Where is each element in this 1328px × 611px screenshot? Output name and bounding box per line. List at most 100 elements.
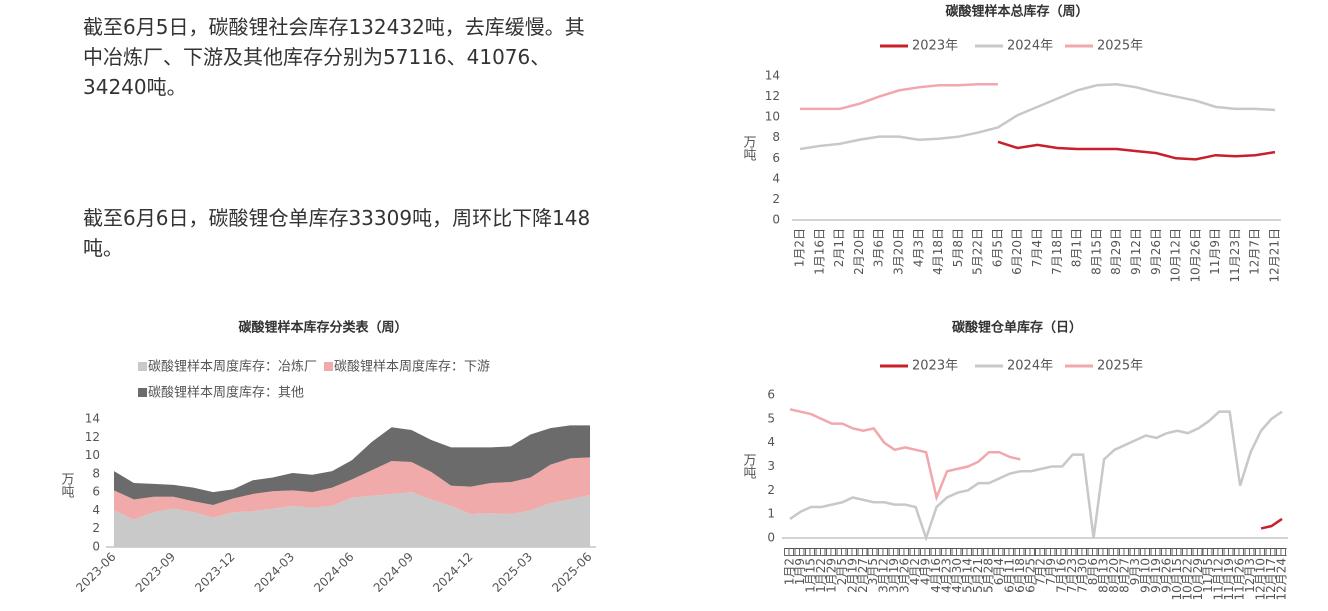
y-tick-label: 14 [765, 69, 780, 83]
x-tick-label: 3月26日 [898, 546, 912, 593]
legend-label: 2023年 [912, 359, 958, 374]
x-tick-label: 9月3日 [1128, 546, 1142, 585]
x-tick-label: 2023-09 [133, 550, 178, 595]
x-tick-label: 4月16日 [929, 546, 943, 593]
x-tick-label: 8月29日 [1109, 228, 1123, 275]
x-tick-label: 6月4日 [992, 546, 1006, 585]
x-tick-label: 8月13日 [1097, 546, 1111, 593]
x-tick-label: 8月15日 [1089, 228, 1103, 275]
x-tick-label: 7月18日 [1050, 228, 1064, 275]
y-axis-label: 万吨 [741, 135, 757, 161]
x-tick-label: 4月2日 [908, 546, 922, 585]
x-tick-label: 11月5日 [1201, 546, 1215, 593]
x-tick-label: 12月24日 [1275, 546, 1289, 601]
x-tick-label: 11月26日 [1233, 546, 1247, 601]
y-tick-label: 0 [772, 213, 780, 227]
x-tick-label: 4月30日 [950, 546, 964, 593]
x-tick-label: 3月20日 [891, 228, 905, 275]
x-tick-label: 2月27日 [856, 546, 870, 593]
x-tick-label: 9月26日 [1159, 546, 1173, 593]
x-tick-label: 2月20日 [852, 228, 866, 275]
x-tick-label: 11月23日 [1228, 228, 1242, 283]
x-tick-label: 1月2日 [783, 546, 797, 585]
y-tick-label: 0 [92, 540, 100, 554]
paragraph: 截至6月6日，碳酸锂仓单库存33309吨，周环比下降148吨。 [83, 206, 591, 260]
x-tick-label: 6月20日 [1010, 228, 1024, 275]
x-tick-label: 12月3日 [1243, 546, 1257, 593]
y-tick-label: 2 [767, 483, 775, 497]
x-tick-label: 9月19日 [1149, 546, 1163, 593]
area-series [114, 457, 590, 520]
y-tick-label: 14 [85, 412, 100, 426]
line-series [800, 82, 998, 111]
x-tick-label: 1月15日 [803, 546, 817, 593]
y-tick-label: 8 [92, 466, 100, 480]
x-tick-label: 11月19日 [1222, 546, 1236, 601]
legend-label: 2024年 [1007, 359, 1053, 374]
x-tick-label: 2023-06 [73, 550, 118, 595]
x-tick-label: 1月29日 [824, 546, 838, 593]
x-tick-label: 10月29日 [1191, 546, 1205, 601]
x-tick-label: 8月20日 [1107, 546, 1121, 593]
y-tick-label: 5 [767, 411, 775, 425]
x-tick-label: 7月9日 [1044, 546, 1058, 585]
x-tick-label: 7月4日 [1030, 228, 1044, 267]
x-tick-label: 10月12日 [1169, 228, 1183, 283]
x-tick-label: 7月16日 [1055, 546, 1069, 593]
x-tick-label: 4月23日 [940, 546, 954, 593]
x-tick-label: 6月11日 [1002, 546, 1016, 593]
legend-label: 碳酸锂样本周度库存：其他 [148, 385, 304, 401]
x-tick-label: 2025-03 [490, 550, 535, 595]
chart-title: 碳酸锂样本库存分类表（周） [238, 320, 407, 336]
x-tick-label: 2月19日 [845, 546, 859, 593]
x-tick-label: 1月9日 [793, 546, 807, 585]
x-tick-label: 2023-12 [192, 550, 237, 595]
x-tick-label: 6月5日 [990, 228, 1004, 267]
x-tick-label: 2024-09 [371, 550, 416, 595]
y-tick-label: 10 [765, 110, 780, 124]
y-tick-label: 3 [767, 459, 775, 473]
chart-title: 碳酸锂仓单库存（日） [952, 320, 1082, 336]
y-tick-label: 0 [767, 531, 775, 545]
x-tick-label: 8月6日 [1086, 546, 1100, 585]
x-tick-label: 8月1日 [1070, 228, 1084, 267]
x-tick-label: 7月23日 [1065, 546, 1079, 593]
x-tick-label: 5月28日 [981, 546, 995, 593]
paragraph: 截至6月5日，碳酸锂社会库存132432吨，去库缓慢。其中冶炼厂、下游及其他库存… [83, 15, 585, 99]
y-tick-label: 10 [85, 448, 100, 462]
x-tick-label: 10月15日 [1170, 546, 1184, 601]
line-series [1260, 517, 1283, 530]
x-tick-label: 1月22日 [814, 546, 828, 593]
x-tick-label: 7月2日 [1034, 546, 1048, 585]
chart-title: 碳酸锂样本总库存（周） [945, 4, 1088, 20]
x-tick-label: 2024-12 [430, 550, 475, 595]
x-tick-label: 10月22日 [1180, 546, 1194, 601]
y-tick-label: 4 [772, 171, 780, 185]
y-tick-label: 6 [92, 485, 100, 499]
x-tick-label: 9月10日 [1138, 546, 1152, 593]
legend-swatch [138, 388, 147, 397]
x-tick-label: 1月16日 [812, 228, 826, 275]
y-tick-label: 8 [772, 130, 780, 144]
x-tick-label: 5月8日 [951, 228, 965, 267]
area-series [114, 425, 590, 505]
y-tick-label: 4 [92, 503, 100, 517]
y-tick-label: 2 [92, 521, 100, 535]
x-tick-label: 4月9日 [919, 546, 933, 585]
legend-label: 2025年 [1097, 39, 1143, 54]
x-tick-label: 6月25日 [1023, 546, 1037, 593]
area-series [114, 492, 590, 547]
x-tick-label: 9月12日 [1129, 228, 1143, 275]
y-tick-label: 2 [772, 192, 780, 206]
legend-swatch [324, 362, 333, 371]
legend-label: 2024年 [1007, 39, 1053, 54]
y-tick-label: 4 [767, 435, 775, 449]
y-tick-label: 1 [767, 507, 775, 521]
x-tick-label: 5月14日 [960, 546, 974, 593]
x-tick-label: 12月10日 [1254, 546, 1268, 601]
x-tick-label: 3月5日 [866, 546, 880, 585]
legend-label: 碳酸锂样本周度库存：下游 [334, 359, 490, 375]
x-tick-label: 11月9日 [1208, 228, 1222, 275]
x-tick-label: 3月19日 [887, 546, 901, 593]
